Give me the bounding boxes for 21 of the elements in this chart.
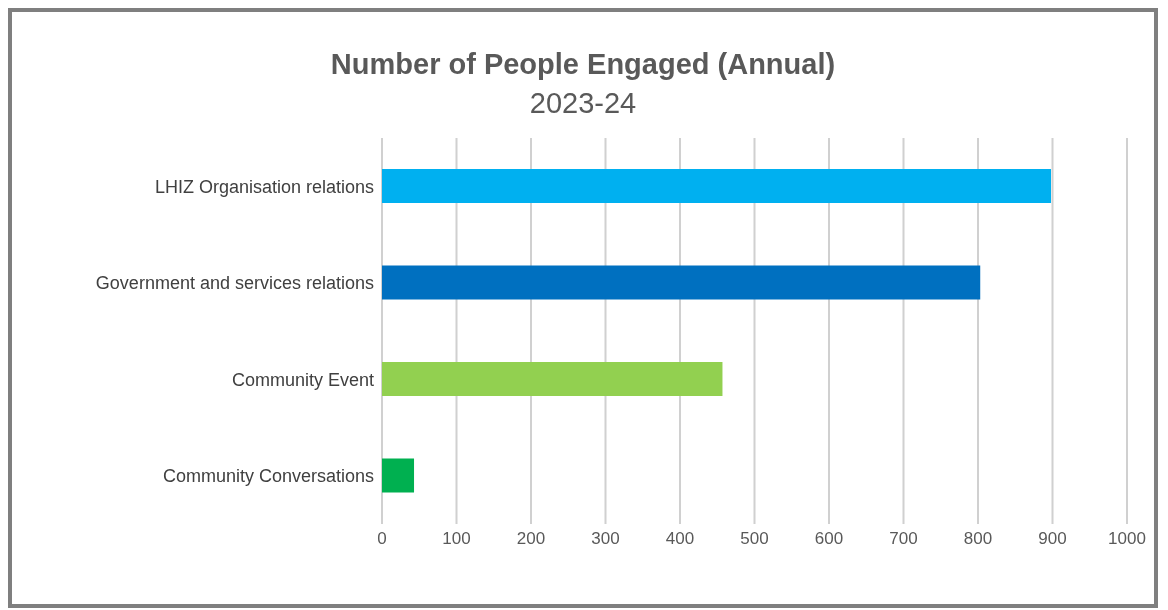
x-tick-label: 500: [740, 529, 769, 549]
x-tick-label: 0: [377, 529, 387, 549]
x-tick-label: 700: [889, 529, 918, 549]
x-tick-label: 600: [814, 529, 844, 549]
bar: [382, 362, 723, 396]
chart-title: Number of People Engaged (Annual): [329, 48, 837, 81]
bar: [382, 265, 981, 300]
x-tick-label: 900: [1038, 529, 1067, 549]
x-tick-label: 300: [591, 529, 620, 549]
bar: [382, 169, 1052, 203]
chart-subtitle: 2023-24: [528, 87, 638, 120]
y-tick-label: Community Event: [231, 369, 374, 390]
bar: [382, 458, 415, 493]
x-tick-label: 400: [665, 529, 695, 549]
y-tick-label: LHIZ Organisation relations: [154, 176, 374, 197]
x-tick-label: 200: [516, 529, 546, 549]
x-tick-label: 100: [442, 529, 471, 549]
x-tick-label: 1000: [1108, 529, 1146, 549]
x-tick-label: 800: [963, 529, 993, 549]
y-tick-label: Government and services relations: [95, 273, 374, 294]
y-tick-label: Community Conversations: [162, 466, 374, 487]
